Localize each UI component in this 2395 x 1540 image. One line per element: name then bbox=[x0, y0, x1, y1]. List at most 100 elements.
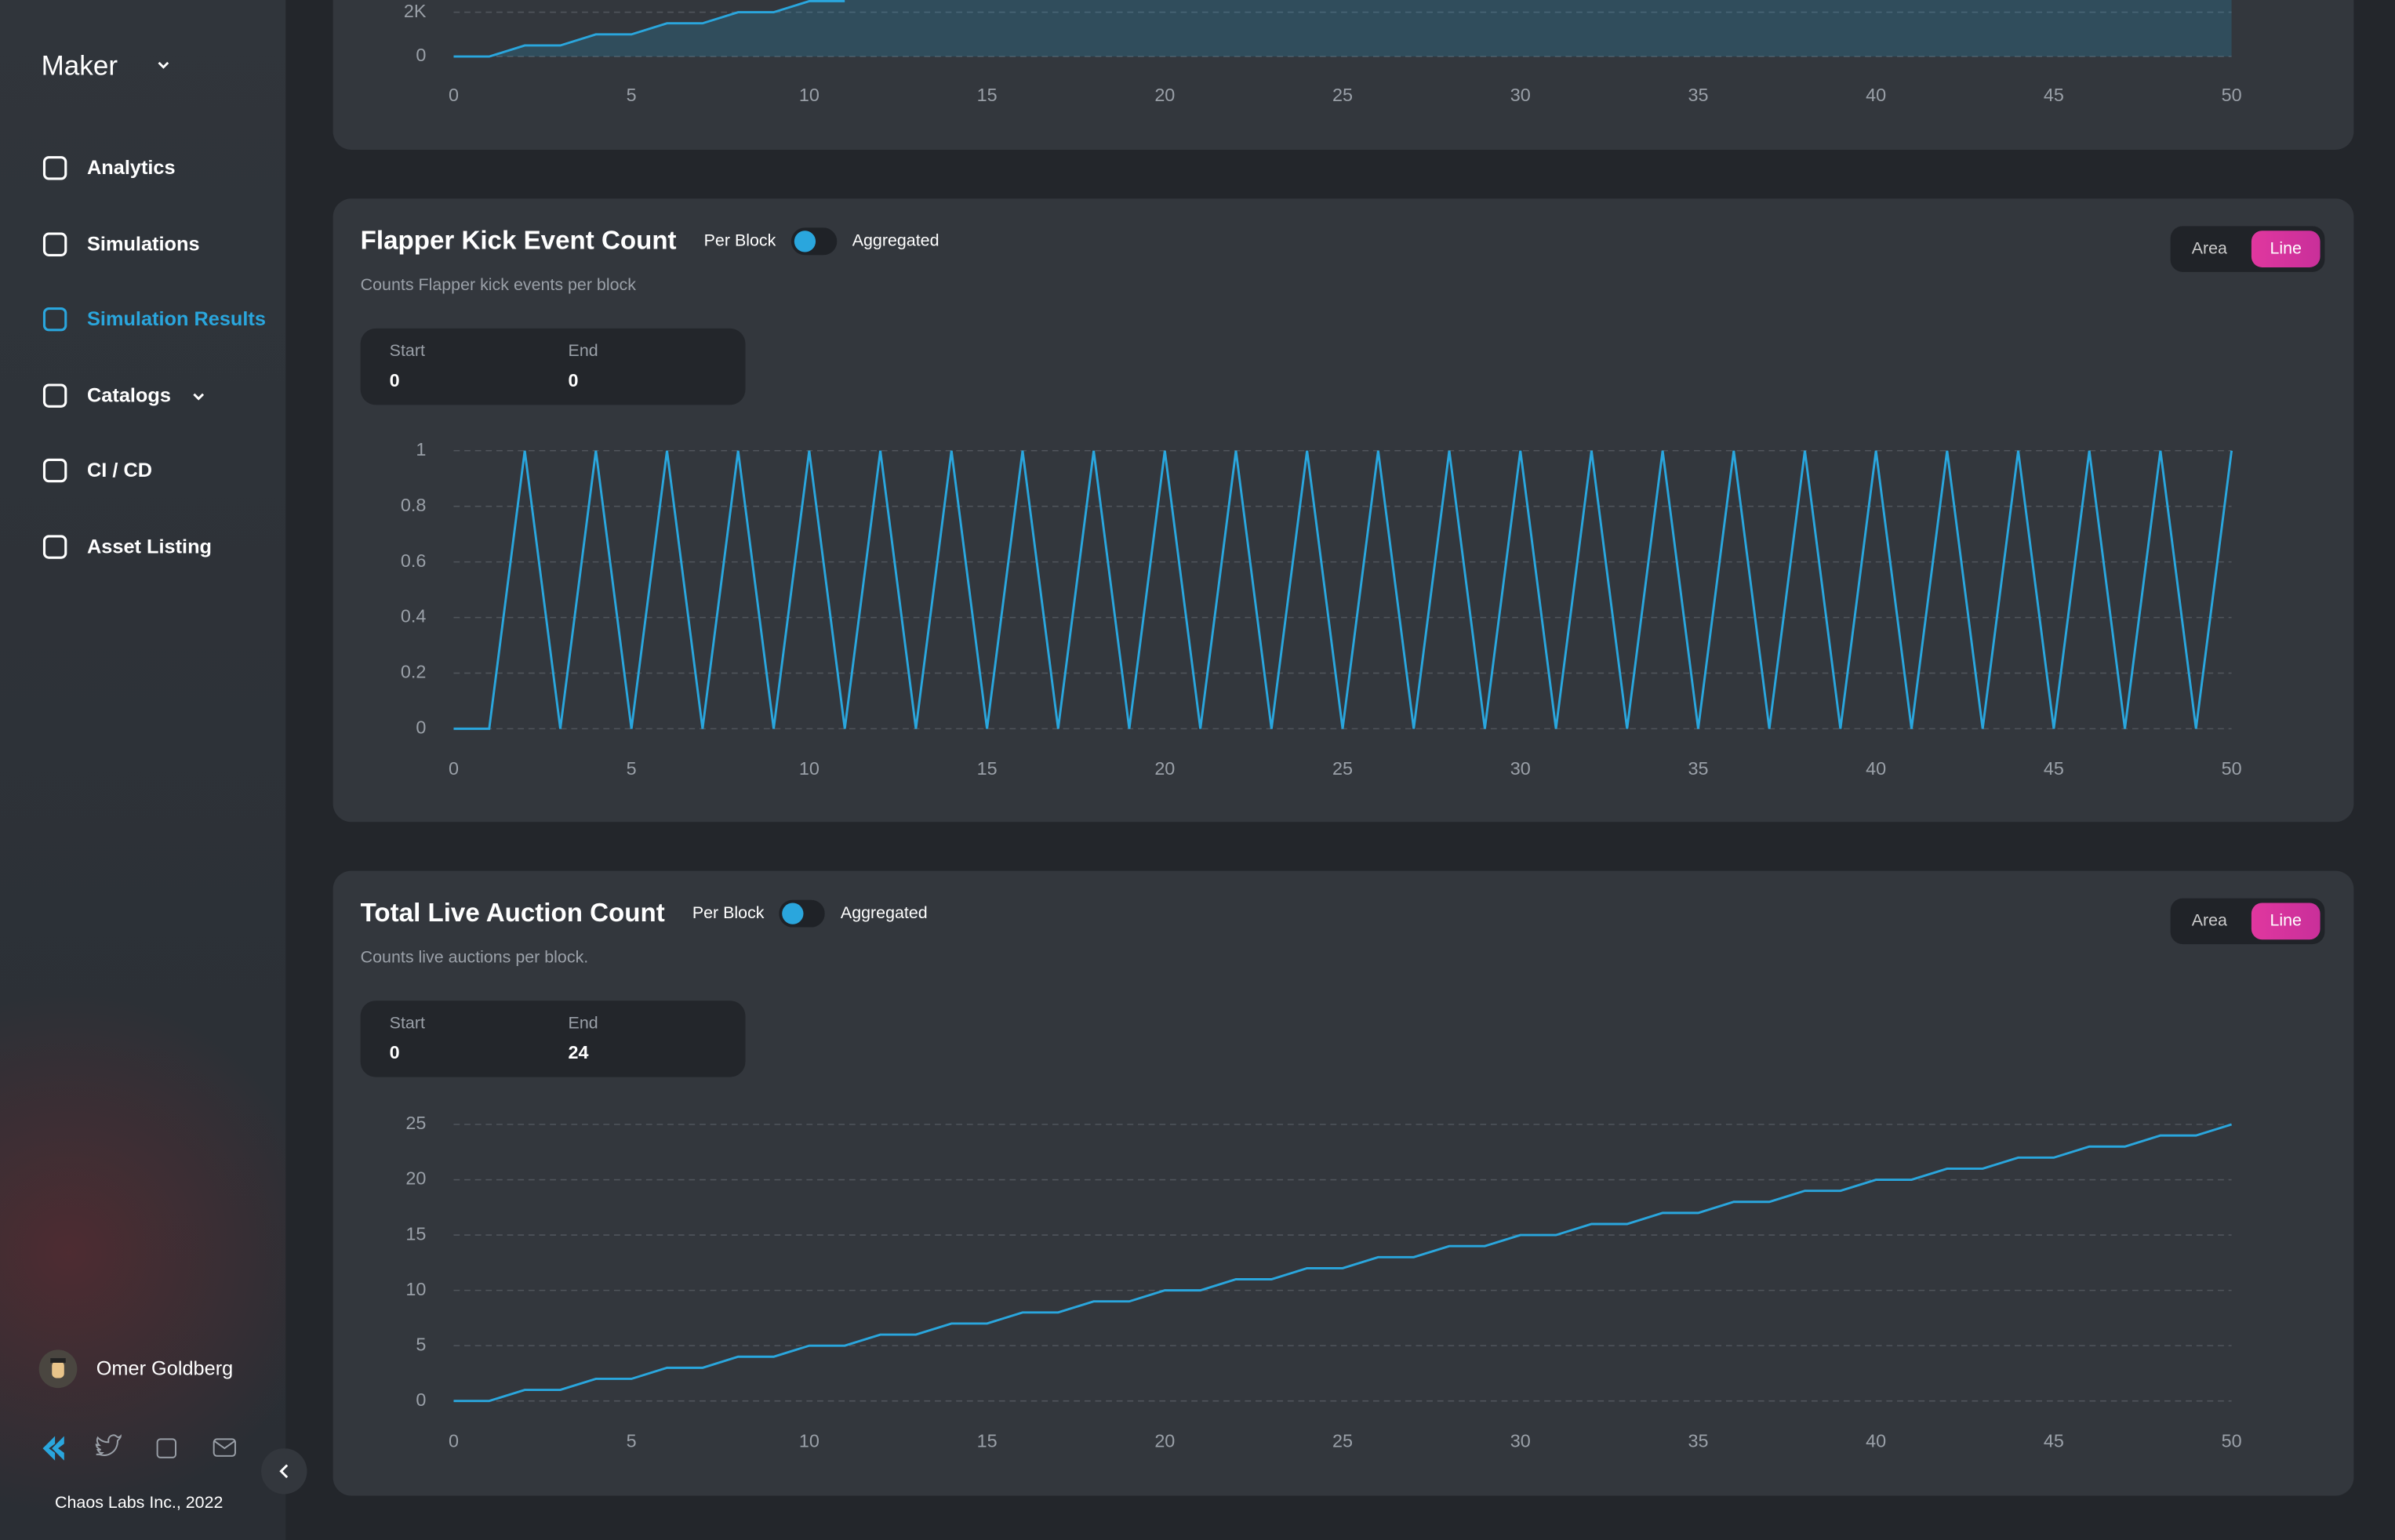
x-tick-label: 10 bbox=[799, 758, 820, 779]
stat-label: Start bbox=[389, 342, 425, 361]
brand[interactable]: Maker bbox=[41, 50, 118, 82]
nav-icon-shape bbox=[42, 383, 67, 408]
line bbox=[453, 450, 2233, 730]
nav-item[interactable]: Asset Listing bbox=[87, 534, 212, 558]
y-tick-label: 0 bbox=[416, 717, 426, 738]
nav-item[interactable]: Analytics bbox=[87, 155, 176, 179]
x-tick-label: 20 bbox=[1154, 1430, 1175, 1451]
chart-subtitle: Counts live auctions per block. bbox=[360, 948, 589, 968]
x-tick-label: 25 bbox=[1332, 1430, 1353, 1451]
view-switch: Area Line bbox=[2170, 226, 2325, 272]
social-icons[interactable] bbox=[38, 1433, 245, 1464]
x-tick-label: 15 bbox=[977, 758, 998, 779]
avatar bbox=[38, 1349, 78, 1389]
stat-value: 0 bbox=[389, 1041, 400, 1064]
toggle[interactable] bbox=[790, 227, 838, 256]
x-tick-label: 0 bbox=[449, 758, 459, 779]
view-button[interactable]: Area bbox=[2191, 912, 2227, 931]
nav-item[interactable]: CI / CD bbox=[87, 459, 153, 482]
x-tick-label: 50 bbox=[2222, 1430, 2242, 1451]
card bbox=[333, 870, 2354, 1496]
toggle-knob bbox=[782, 903, 805, 924]
x-tick-label: 0 bbox=[449, 1430, 459, 1451]
x-tick-label: 40 bbox=[1866, 758, 1886, 779]
nav-icon bbox=[42, 231, 67, 256]
toggle-knob bbox=[794, 231, 816, 252]
y-tick-label: 0 bbox=[416, 45, 426, 65]
card bbox=[333, 0, 2354, 150]
x-tick-label: 45 bbox=[2044, 758, 2064, 779]
x-tick-label: 15 bbox=[977, 1430, 998, 1451]
y-tick-label: 1 bbox=[416, 439, 426, 459]
sidebar: Maker Analytics Simulations Simulation Res… bbox=[0, 0, 286, 1540]
x-tick-label: 0 bbox=[449, 85, 459, 105]
y-tick-label: 5 bbox=[416, 1334, 426, 1354]
y-tick-label: 10 bbox=[405, 1279, 426, 1299]
view-button[interactable]: Line bbox=[2251, 903, 2320, 940]
nav-item[interactable]: Simulations bbox=[87, 231, 200, 255]
x-tick-label: 45 bbox=[2044, 85, 2064, 105]
nav-icon bbox=[42, 307, 67, 332]
x-tick-label: 25 bbox=[1332, 85, 1353, 105]
x-tick-label: 10 bbox=[799, 85, 820, 105]
x-tick-label: 20 bbox=[1154, 758, 1175, 779]
collapse-button[interactable] bbox=[261, 1448, 310, 1497]
line bbox=[453, 1123, 2233, 1403]
x-tick-label: 35 bbox=[1688, 758, 1708, 779]
toggle-label[interactable]: Per Block bbox=[692, 904, 765, 923]
nav-icon-shape bbox=[42, 307, 67, 332]
x-tick-label: 5 bbox=[627, 1430, 637, 1451]
y-tick-label: 0.4 bbox=[401, 606, 426, 627]
y-tick-label: 25 bbox=[405, 1113, 426, 1133]
view-switch: Area Line bbox=[2170, 898, 2325, 945]
nav-icon-shape bbox=[42, 535, 67, 559]
nav-chevron bbox=[193, 393, 205, 401]
x-tick-label: 25 bbox=[1332, 758, 1353, 779]
nav-icon-shape bbox=[42, 156, 67, 180]
user-name[interactable]: Omer Goldberg bbox=[96, 1357, 234, 1380]
chart-title: Total Live Auction Count bbox=[360, 898, 665, 928]
y-tick-label: 20 bbox=[405, 1168, 426, 1189]
stats-box: Start 0 End 24 bbox=[360, 1001, 746, 1077]
x-tick-label: 35 bbox=[1688, 1430, 1708, 1451]
toggle[interactable] bbox=[779, 899, 826, 928]
brand-chevron[interactable] bbox=[154, 58, 173, 73]
chart-title: Flapper Kick Event Count bbox=[360, 226, 677, 256]
nav-icon bbox=[42, 535, 67, 559]
chart-subtitle: Counts Flapper kick events per block bbox=[360, 276, 636, 296]
toggle-label[interactable]: Per Block bbox=[703, 232, 776, 251]
x-tick-label: 20 bbox=[1154, 85, 1175, 105]
line bbox=[453, 0, 845, 58]
nav-icon bbox=[42, 459, 67, 484]
toggle-label[interactable]: Aggregated bbox=[840, 904, 928, 923]
y-tick-label: 15 bbox=[405, 1223, 426, 1244]
x-tick-label: 30 bbox=[1510, 85, 1531, 105]
x-tick-label: 50 bbox=[2222, 758, 2242, 779]
nav-icon-shape bbox=[42, 459, 67, 484]
x-tick-label: 40 bbox=[1866, 85, 1886, 105]
chevron bbox=[193, 393, 205, 401]
x-tick-label: 5 bbox=[627, 758, 637, 779]
y-tick-label: 0.2 bbox=[401, 662, 426, 682]
y-tick-label: 2K bbox=[404, 1, 427, 21]
stat-value: 24 bbox=[568, 1041, 589, 1064]
stat-label: End bbox=[568, 342, 598, 361]
nav-item[interactable]: Simulation Results bbox=[87, 307, 266, 331]
x-tick-label: 30 bbox=[1510, 1430, 1531, 1451]
view-button[interactable]: Line bbox=[2251, 231, 2320, 267]
y-tick-label: 0.8 bbox=[401, 495, 426, 515]
x-tick-label: 10 bbox=[799, 1430, 820, 1451]
y-tick-label: 0.6 bbox=[401, 550, 426, 571]
toggle-label[interactable]: Aggregated bbox=[852, 232, 939, 251]
nav-icon bbox=[42, 156, 67, 180]
nav-item[interactable]: Catalogs bbox=[87, 383, 171, 406]
x-tick-label: 50 bbox=[2222, 85, 2242, 105]
x-tick-label: 40 bbox=[1866, 1430, 1886, 1451]
nav-icon-shape bbox=[42, 231, 67, 256]
view-button[interactable]: Area bbox=[2191, 239, 2227, 259]
stat-label: Start bbox=[389, 1014, 425, 1033]
stat-value: 0 bbox=[568, 369, 579, 391]
y-tick-label: 0 bbox=[416, 1389, 426, 1410]
